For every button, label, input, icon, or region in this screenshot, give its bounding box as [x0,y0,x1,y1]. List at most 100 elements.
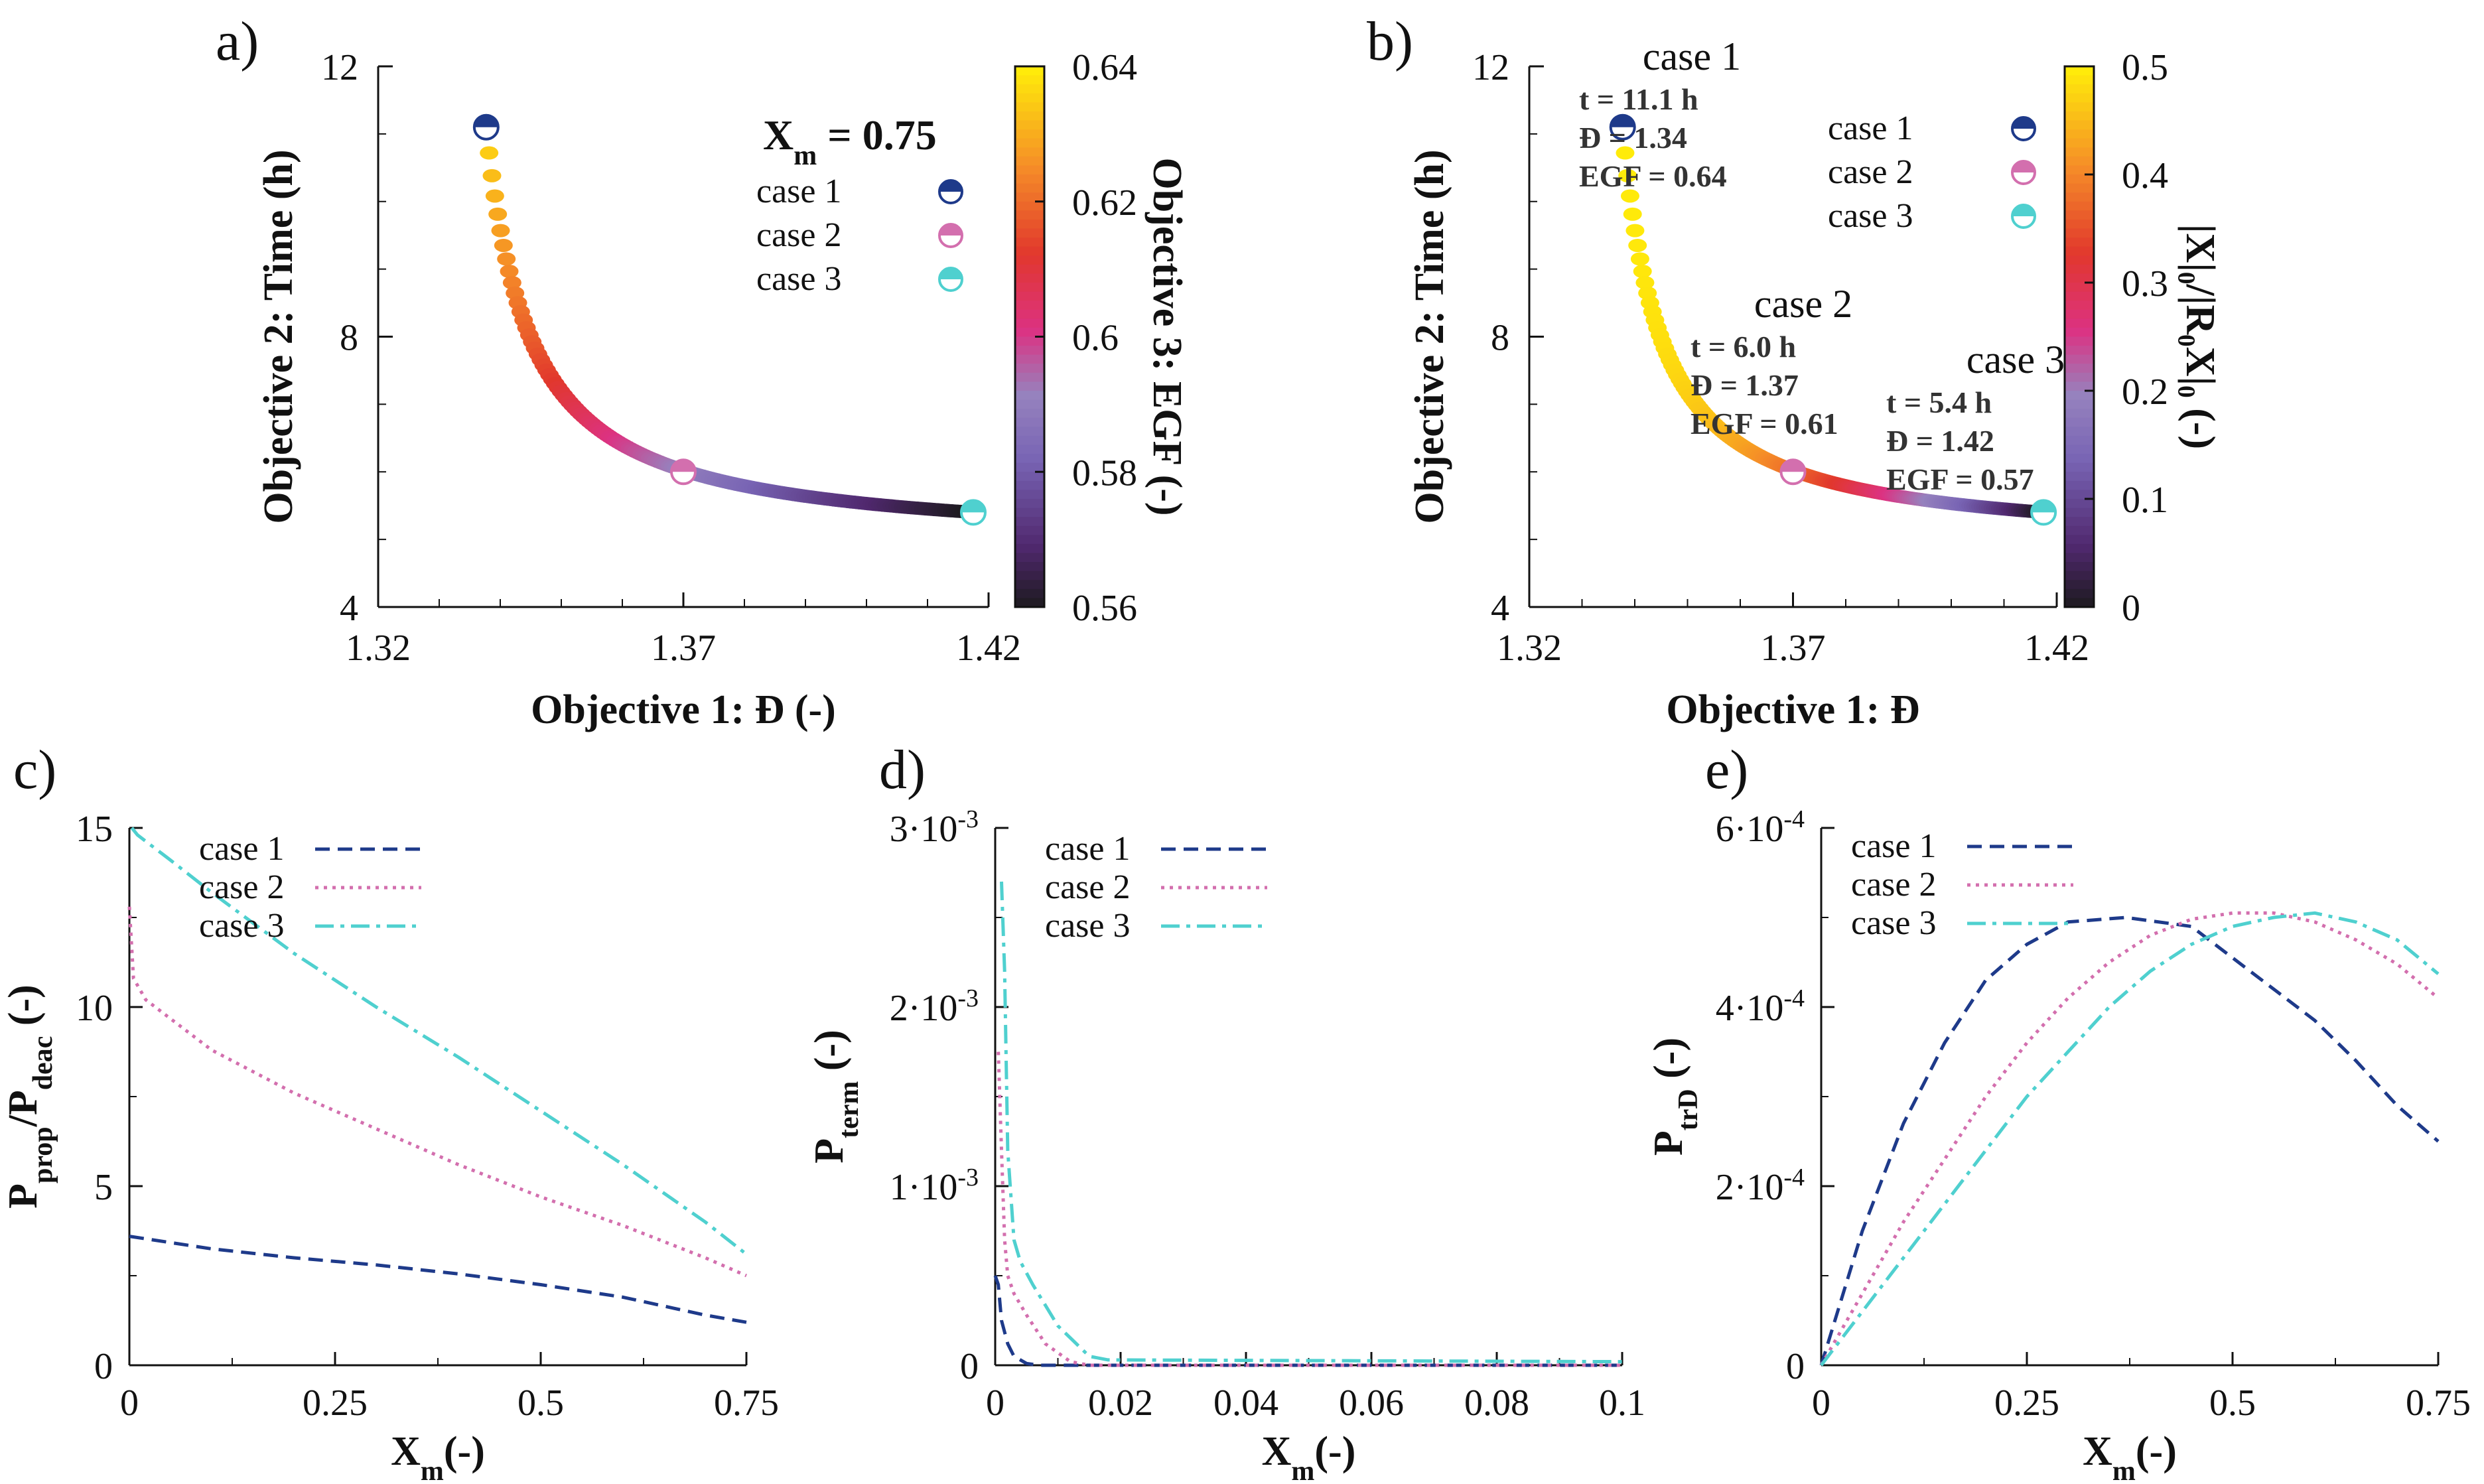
colorbar-segment [1015,417,1044,428]
x-tick-label: 0 [986,1383,1004,1424]
tick-exponent: -4 [1783,984,1805,1012]
front-point [1618,169,1637,182]
case-marker-3 [2030,499,2057,526]
y-axis-label: Objective 2: Time (h) [256,149,301,523]
annotation-title-3: case 3 [1966,338,2065,381]
y-axis-label: PtrD (-) [1646,1038,1704,1156]
colorbar-segment [2065,346,2094,356]
y-label-mid: /P [1,1090,46,1127]
colorbar-segment [1015,102,1044,112]
colorbar-segment [1015,391,1044,401]
colorbar-segment [2065,255,2094,265]
colorbar-tick-label: 0.5 [2122,47,2168,88]
y-tick-label: 3·10-3 [890,805,979,850]
colorbar-segment [2065,301,2094,310]
legend-label-1: case 1 [199,830,284,868]
x-tick-label: 0.25 [303,1383,368,1424]
series-line-2 [127,906,747,1278]
x-label-sub: m [2112,1456,2136,1484]
colorbar-segment [1015,525,1044,536]
front-point [494,238,513,252]
y-label-tail: (-) [1646,1038,1691,1089]
colorbar-segment [1015,264,1044,275]
colorbar-segment [1015,192,1044,202]
colorbar-segment [2065,444,2094,455]
x-tick-label: 1.42 [2024,628,2089,669]
series-line-2 [997,1051,1622,1367]
series-line-3 [1000,881,1623,1364]
colorbar-segment [1015,291,1044,302]
tick-mantissa: 2·10 [1716,1167,1784,1208]
x-tick-label: 0.75 [2406,1383,2471,1424]
tick-exponent: -4 [1783,805,1805,833]
x-label-tail: (-) [444,1429,485,1474]
colorbar-segment [1015,562,1044,572]
marker-fill [2032,500,2056,513]
y-axis-label: Pterm (-) [807,1030,864,1164]
x-label-sub: m [1291,1456,1314,1484]
y-tick-label: 15 [76,809,113,850]
colorbar-tick-label: 0.2 [2122,371,2168,413]
colorbar-segment [2065,120,2094,131]
marker-fill [961,500,985,513]
colorbar-segment [1015,93,1044,103]
case-marker-3 [960,499,987,526]
colorbar-segment [2065,454,2094,464]
x-axis-label: Xm(-) [391,1429,485,1484]
x-tick-label: 0.02 [1088,1383,1153,1424]
legend-label-3: case 3 [756,260,841,298]
colorbar-segment [2065,237,2094,247]
front-point [1635,276,1655,290]
panel-a: a) 4 8 12 1.32 1.37 1.42 Objective 1: Đ (-) Obje… [216,11,1190,732]
colorbar-segment [2065,283,2094,293]
tick-mantissa: 0 [1786,1346,1805,1387]
colorbar-segment [1015,318,1044,328]
colorbar-segment [2065,246,2094,257]
x-tick-label: 0.04 [1213,1383,1278,1424]
marker-fill [2012,161,2035,172]
y-tick-label: 4 [340,588,358,629]
colorbar-segment [1015,588,1044,599]
colorbar-segment [2065,553,2094,563]
x-tick-label: 1.32 [346,628,411,669]
colorbar-segment [2065,435,2094,446]
annotation-title-2: case 2 [1754,282,1852,326]
series-line-3 [130,827,748,1256]
legend-label-3: case 3 [1851,904,1936,942]
marker-fill [671,460,695,472]
marker-fill [2012,117,2035,129]
colorbar-segment [1015,372,1044,383]
colorbar-segment [2065,93,2094,103]
case-marker-1 [1609,113,1636,141]
colorbar-segment [2065,75,2094,86]
legend-marker-1 [938,179,963,204]
x-label-tail: (-) [2136,1429,2177,1474]
colorbar-segment [1015,283,1044,293]
y-tick-label: 6·10-4 [1716,805,1805,850]
y-tick-label: 12 [1472,47,1509,88]
colorbar-segment [1015,210,1044,220]
annotation-line-3-1: t = 5.4 h [1886,385,1992,419]
y-tick-label: 12 [321,47,358,88]
marker-fill [474,115,498,127]
colorbar-segment [2065,210,2094,220]
colorbar-segment [2065,111,2094,121]
tick-mantissa: 0 [960,1346,979,1387]
colorbar-segment [2065,499,2094,509]
y-tick-label: 8 [340,318,358,359]
y-tick-label: 2·10-4 [1716,1164,1805,1208]
front-point [1625,224,1645,237]
y-label-sub: term [834,1081,864,1138]
tick-exponent: -3 [957,984,979,1012]
x-axis-label: Xm(-) [2083,1429,2177,1484]
x-tick-label: 0 [1812,1383,1830,1424]
colorbar-segment [2065,427,2094,437]
colorbar-segment [1015,427,1044,437]
colorbar-segment [1015,354,1044,365]
colorbar-tick-label: 0.56 [1072,588,1137,629]
front-point [497,252,516,266]
panel-e: e)0 0.25 0.5 0.7502·10-44·10-46·10-4Xm(-)Pt… [1646,739,2471,1484]
colorbar-segment [2065,138,2094,149]
colorbar-segment [1015,156,1044,167]
colorbar-segment [1015,454,1044,464]
